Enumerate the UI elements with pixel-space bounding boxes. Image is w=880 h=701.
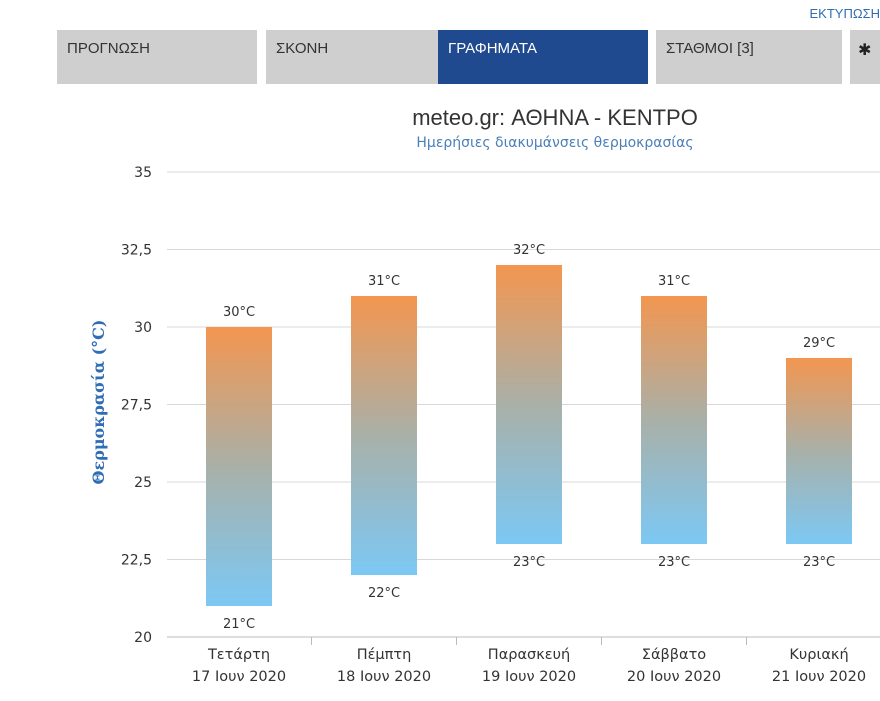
- x-tick-date: 17 Ιουν 2020: [192, 669, 286, 685]
- low-temp-label: 21°C: [223, 617, 255, 632]
- high-temp-label: 30°C: [223, 305, 255, 320]
- temperature-bar: [351, 296, 417, 575]
- tab-bar: ΠΡΟΓΝΩΣΗ ΣΚΟΝΗ ΓΡΑΦΗΜΑΤΑ ΣΤΑΘΜΟΙ [3] ✱: [57, 30, 880, 84]
- low-temp-label: 23°C: [513, 555, 545, 570]
- temperature-bar: [206, 327, 272, 606]
- x-tick-day: Κυριακή: [789, 647, 848, 663]
- tab-stations[interactable]: ΣΤΑΘΜΟΙ [3]: [656, 30, 842, 84]
- tab-charts[interactable]: ΓΡΑΦΗΜΑΤΑ: [438, 30, 648, 84]
- x-tick-day: Σάββατο: [642, 647, 707, 663]
- x-tick-day: Πέμπτη: [357, 647, 412, 663]
- chart-title: meteo.gr: ΑΘΗΝΑ - ΚΕΝΤΡΟ: [412, 105, 698, 130]
- y-tick-label: 32,5: [121, 243, 152, 259]
- gear-icon: ✱: [858, 40, 872, 59]
- print-link[interactable]: ΕΚΤΥΠΩΣΗ: [809, 6, 880, 21]
- tab-forecast[interactable]: ΠΡΟΓΝΩΣΗ: [57, 30, 257, 84]
- y-tick-label: 30: [134, 320, 152, 336]
- high-temp-label: 31°C: [658, 274, 690, 289]
- tab-dust[interactable]: ΣΚΟΝΗ: [266, 30, 466, 84]
- temperature-bar: [496, 265, 562, 544]
- chart-subtitle: Ημερήσιες διακυμάνσεις θερμοκρασίας: [416, 135, 693, 151]
- x-tick-day: Παρασκευή: [488, 647, 570, 663]
- temperature-bar: [786, 358, 852, 544]
- x-tick-date: 19 Ιουν 2020: [482, 669, 576, 685]
- y-tick-label: 20: [134, 630, 152, 646]
- bars: [206, 265, 852, 606]
- data-labels: 30°C 21°C 31°C 22°C 32°C 23°C 31°C 23°C 29°C 23°C: [223, 243, 835, 632]
- low-temp-label: 23°C: [803, 555, 835, 570]
- x-axis-ticks: Τετάρτη 17 Ιουν 2020 Πέμπτη 18 Ιουν 2020 Παρ…: [192, 637, 866, 685]
- y-tick-label: 27,5: [121, 398, 152, 414]
- x-tick-date: 20 Ιουν 2020: [627, 669, 721, 685]
- y-axis-label: Θερμοκρασία (°C): [89, 320, 108, 485]
- y-axis-ticks: 20 22,5 25 27,5 30 32,5 35: [121, 165, 152, 646]
- settings-button[interactable]: ✱: [850, 30, 880, 84]
- low-temp-label: 22°C: [368, 586, 400, 601]
- temperature-bar: [641, 296, 707, 544]
- x-tick-day: Τετάρτη: [207, 647, 270, 663]
- low-temp-label: 23°C: [658, 555, 690, 570]
- y-tick-label: 25: [134, 475, 152, 491]
- y-tick-label: 22,5: [121, 553, 152, 569]
- high-temp-label: 32°C: [513, 243, 545, 258]
- y-tick-label: 35: [134, 165, 152, 181]
- high-temp-label: 29°C: [803, 336, 835, 351]
- x-tick-date: 18 Ιουν 2020: [337, 669, 431, 685]
- x-tick-date: 21 Ιουν 2020: [772, 669, 866, 685]
- high-temp-label: 31°C: [368, 274, 400, 289]
